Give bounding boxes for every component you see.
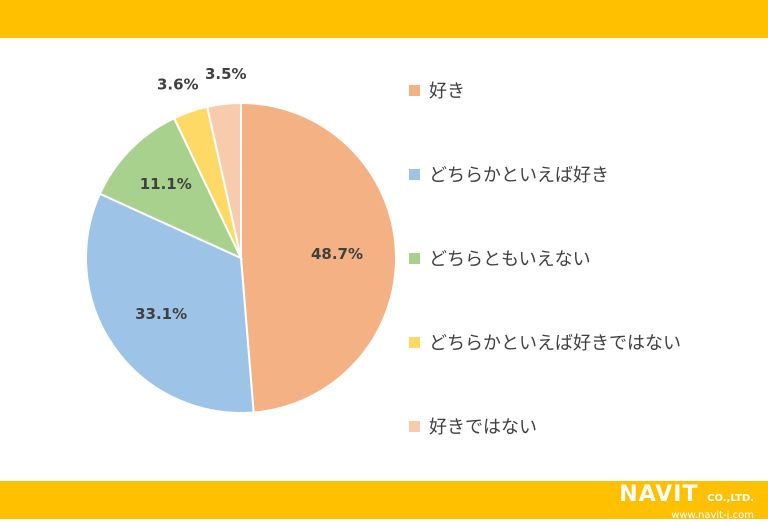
pie-slice-5 (205, 101, 242, 259)
legend-swatch-4 (409, 337, 420, 348)
logo-url: www.navit-j.com (671, 510, 754, 521)
company-logo: NAVIT CO.,LTD. www.navit-j.com (619, 484, 754, 522)
top-banner (0, 0, 768, 38)
pie-slice-1 (240, 101, 397, 414)
legend-swatch-5 (409, 421, 420, 432)
legend-swatch-3 (409, 253, 420, 264)
slice-value-label-2: 33.1% (135, 305, 187, 323)
chart-legend: 好きどちらかといえば好きどちらともいえないどちらかといえば好きではない好きではな… (409, 81, 681, 438)
legend-swatch-2 (409, 169, 420, 180)
pie-slice-3 (98, 116, 244, 261)
legend-swatch-1 (409, 85, 420, 96)
pie-chart: 48.7% 33.1% 11.1% 3.6% 3.5% 好きどちらかといえば好きどちらと… (85, 65, 681, 438)
legend-label-3: どちらともいえない (429, 249, 591, 270)
slice-value-label-3: 11.1% (140, 175, 192, 193)
logo-name: NAVIT (619, 482, 699, 507)
slice-value-label-1: 48.7% (311, 245, 363, 263)
logo-wordmark: NAVIT CO.,LTD. (619, 484, 754, 510)
slice-value-label-4: 3.6% (157, 75, 199, 93)
legend-label-1: 好き (429, 81, 465, 102)
logo-suffix: CO.,LTD. (707, 493, 754, 504)
pie-slices (85, 101, 397, 414)
pie-labels: 48.7% 33.1% 11.1% 3.6% 3.5% (135, 65, 363, 323)
legend-label-2: どちらかといえば好き (429, 165, 609, 186)
legend-label-4: どちらかといえば好きではない (429, 333, 681, 354)
pie-slice-2 (85, 192, 255, 414)
legend-label-5: 好きではない (429, 417, 537, 438)
bottom-banner (0, 481, 768, 519)
slice-value-label-5: 3.5% (205, 65, 247, 83)
